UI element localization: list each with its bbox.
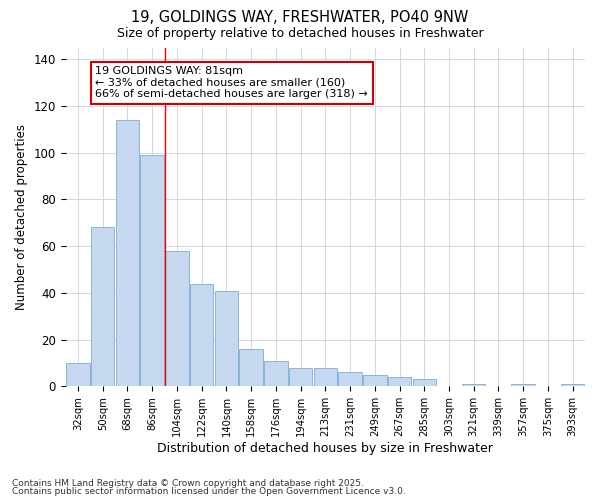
Text: 19, GOLDINGS WAY, FRESHWATER, PO40 9NW: 19, GOLDINGS WAY, FRESHWATER, PO40 9NW [131, 10, 469, 25]
Bar [561, 384, 584, 386]
Bar [165, 251, 188, 386]
Bar [289, 368, 313, 386]
Bar [511, 384, 535, 386]
Text: Contains public sector information licensed under the Open Government Licence v3: Contains public sector information licen… [12, 487, 406, 496]
X-axis label: Distribution of detached houses by size in Freshwater: Distribution of detached houses by size … [157, 442, 493, 455]
Bar [264, 360, 287, 386]
Bar [215, 290, 238, 386]
Bar [314, 368, 337, 386]
Y-axis label: Number of detached properties: Number of detached properties [15, 124, 28, 310]
Bar [190, 284, 214, 387]
Bar [462, 384, 485, 386]
Bar [413, 380, 436, 386]
Text: Contains HM Land Registry data © Crown copyright and database right 2025.: Contains HM Land Registry data © Crown c… [12, 478, 364, 488]
Text: Size of property relative to detached houses in Freshwater: Size of property relative to detached ho… [116, 28, 484, 40]
Bar [66, 363, 90, 386]
Bar [388, 377, 411, 386]
Bar [239, 349, 263, 387]
Bar [140, 155, 164, 386]
Text: 19 GOLDINGS WAY: 81sqm
← 33% of detached houses are smaller (160)
66% of semi-de: 19 GOLDINGS WAY: 81sqm ← 33% of detached… [95, 66, 368, 100]
Bar [116, 120, 139, 386]
Bar [91, 228, 115, 386]
Bar [338, 372, 362, 386]
Bar [363, 374, 386, 386]
